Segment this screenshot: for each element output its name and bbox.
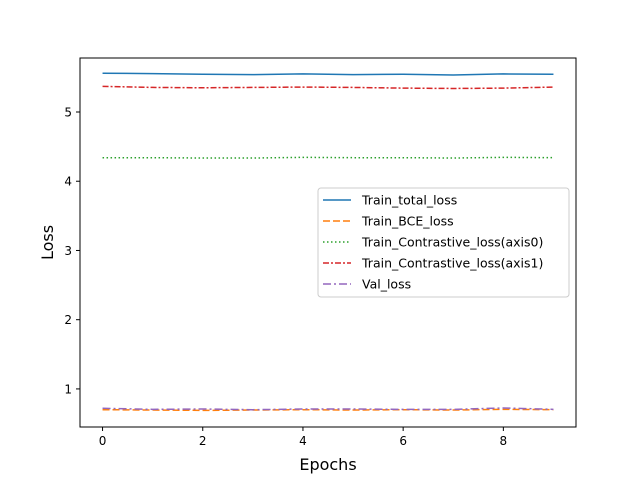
series-line-2 bbox=[102, 408, 554, 412]
y-axis-label: Loss bbox=[38, 225, 57, 260]
y-tick-label: 1 bbox=[64, 382, 72, 396]
legend-entry-label: Train_total_loss bbox=[361, 193, 457, 208]
y-axis-ticks: 1 2 3 4 5 bbox=[64, 106, 80, 396]
y-tick-label: 2 bbox=[64, 313, 72, 327]
x-tick-label: 0 bbox=[99, 434, 107, 448]
legend-entry-label: Train_Contrastive_loss(axis1) bbox=[361, 256, 543, 271]
series-line-5 bbox=[102, 407, 554, 411]
series-line-4 bbox=[102, 85, 554, 90]
y-tick-label: 4 bbox=[64, 175, 72, 189]
x-tick-label: 2 bbox=[199, 434, 207, 448]
series-layer bbox=[102, 72, 554, 412]
x-tick-label: 8 bbox=[500, 434, 508, 448]
series-line-3 bbox=[102, 156, 554, 159]
y-tick-label: 5 bbox=[64, 106, 72, 120]
x-axis-label: Epochs bbox=[299, 455, 356, 474]
legend-entry-label: Val_loss bbox=[362, 277, 411, 292]
legend-box bbox=[317, 187, 570, 298]
x-tick-label: 6 bbox=[399, 434, 407, 448]
legend-entry-label: Train_Contrastive_loss(axis0) bbox=[361, 235, 543, 250]
legend-entry-label: Train_BCE_loss bbox=[361, 214, 454, 229]
plot-frame bbox=[79, 57, 577, 428]
x-tick-label: 4 bbox=[299, 434, 307, 448]
y-tick-label: 3 bbox=[64, 244, 72, 258]
legend: Train_total_loss Train_BCE_loss Train_Cont… bbox=[317, 187, 570, 298]
series-line-1 bbox=[102, 72, 554, 76]
x-axis-ticks: 0 2 4 6 8 bbox=[99, 427, 507, 448]
